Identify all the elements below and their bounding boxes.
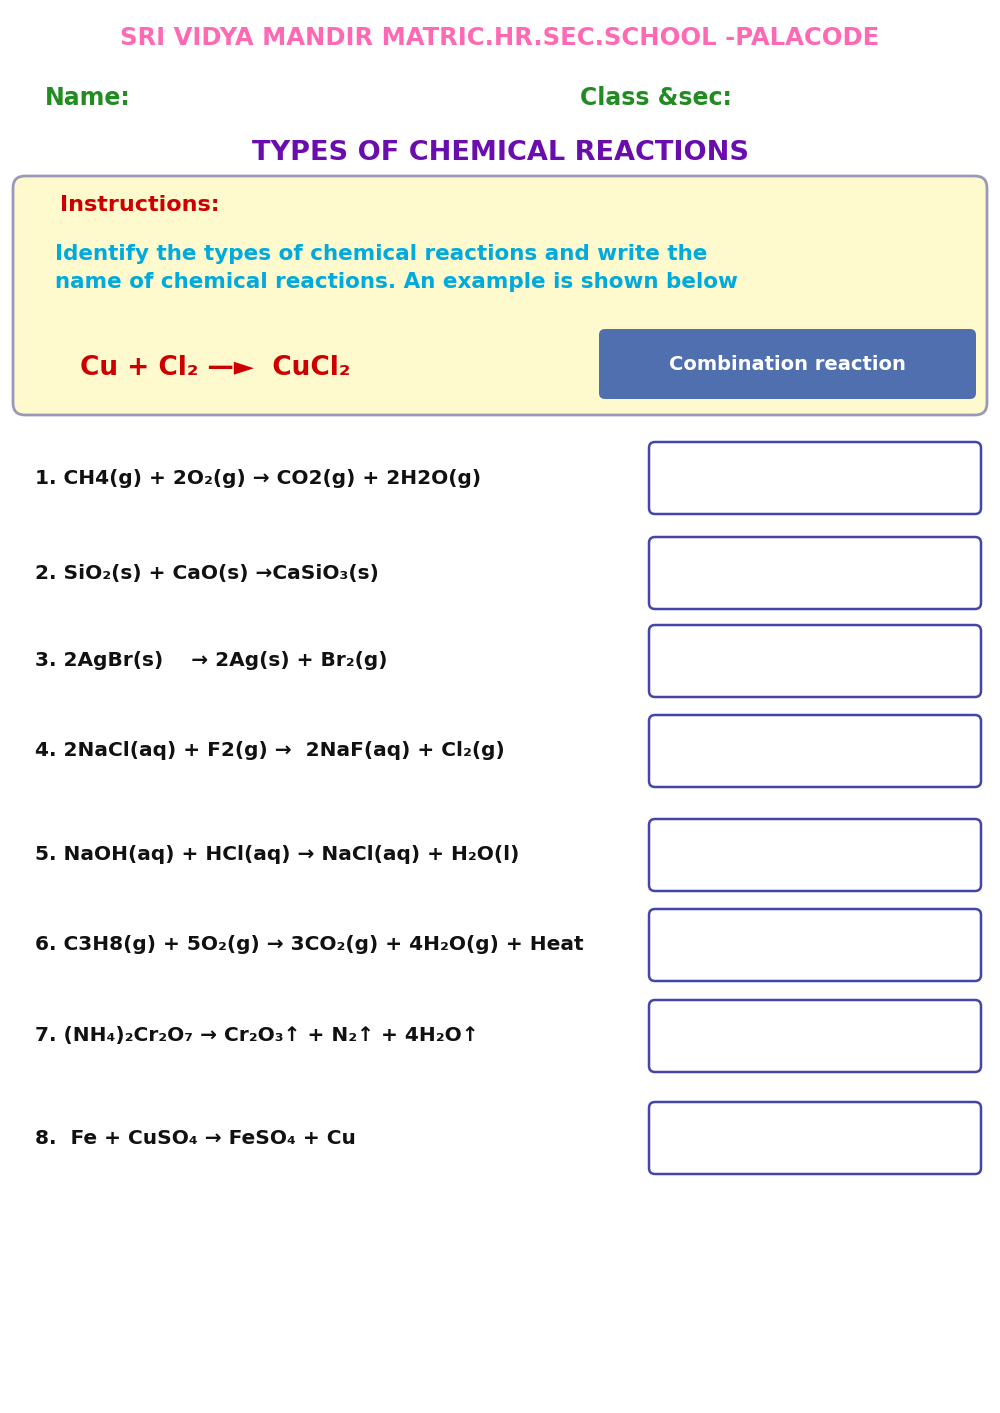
Text: 1. CH4(g) + 2O₂(g) → CO2(g) + 2H2O(g): 1. CH4(g) + 2O₂(g) → CO2(g) + 2H2O(g) [35,469,481,487]
Text: Identify the types of chemical reactions and write the
name of chemical reaction: Identify the types of chemical reactions… [55,244,738,291]
FancyBboxPatch shape [649,1102,981,1174]
Text: Combination reaction: Combination reaction [669,355,906,373]
FancyBboxPatch shape [649,442,981,514]
Text: 7. (NH₄)₂Cr₂O₇ → Cr₂O₃↑ + N₂↑ + 4H₂O↑: 7. (NH₄)₂Cr₂O₇ → Cr₂O₃↑ + N₂↑ + 4H₂O↑ [35,1026,479,1046]
FancyBboxPatch shape [599,329,976,398]
Text: 2. SiO₂(s) + CaO(s) →CaSiO₃(s): 2. SiO₂(s) + CaO(s) →CaSiO₃(s) [35,564,379,582]
Text: SRI VIDYA MANDIR MATRIC.HR.SEC.SCHOOL -PALACODE: SRI VIDYA MANDIR MATRIC.HR.SEC.SCHOOL -P… [120,25,880,49]
FancyBboxPatch shape [649,715,981,787]
FancyBboxPatch shape [13,177,987,415]
Text: Name:: Name: [45,86,131,110]
Text: 8.  Fe + CuSO₄ → FeSO₄ + Cu: 8. Fe + CuSO₄ → FeSO₄ + Cu [35,1129,356,1147]
Text: Instructions:: Instructions: [60,195,220,215]
Text: TYPES OF CHEMICAL REACTIONS: TYPES OF CHEMICAL REACTIONS [252,140,748,165]
Text: 4. 2NaCl(aq) + F2(g) →  2NaF(aq) + Cl₂(g): 4. 2NaCl(aq) + F2(g) → 2NaF(aq) + Cl₂(g) [35,742,505,760]
FancyBboxPatch shape [649,625,981,697]
FancyBboxPatch shape [649,909,981,981]
Text: Cu + Cl₂ —►  CuCl₂: Cu + Cl₂ —► CuCl₂ [80,355,350,382]
FancyBboxPatch shape [649,820,981,892]
FancyBboxPatch shape [649,537,981,609]
Text: Class &sec:: Class &sec: [580,86,732,110]
Text: 5. NaOH(aq) + HCl(aq) → NaCl(aq) + H₂O(l): 5. NaOH(aq) + HCl(aq) → NaCl(aq) + H₂O(l… [35,845,519,865]
Text: 3. 2AgBr(s)    → 2Ag(s) + Br₂(g): 3. 2AgBr(s) → 2Ag(s) + Br₂(g) [35,651,388,671]
FancyBboxPatch shape [649,1000,981,1072]
Text: 6. C3H8(g) + 5O₂(g) → 3CO₂(g) + 4H₂O(g) + Heat: 6. C3H8(g) + 5O₂(g) → 3CO₂(g) + 4H₂O(g) … [35,935,584,955]
